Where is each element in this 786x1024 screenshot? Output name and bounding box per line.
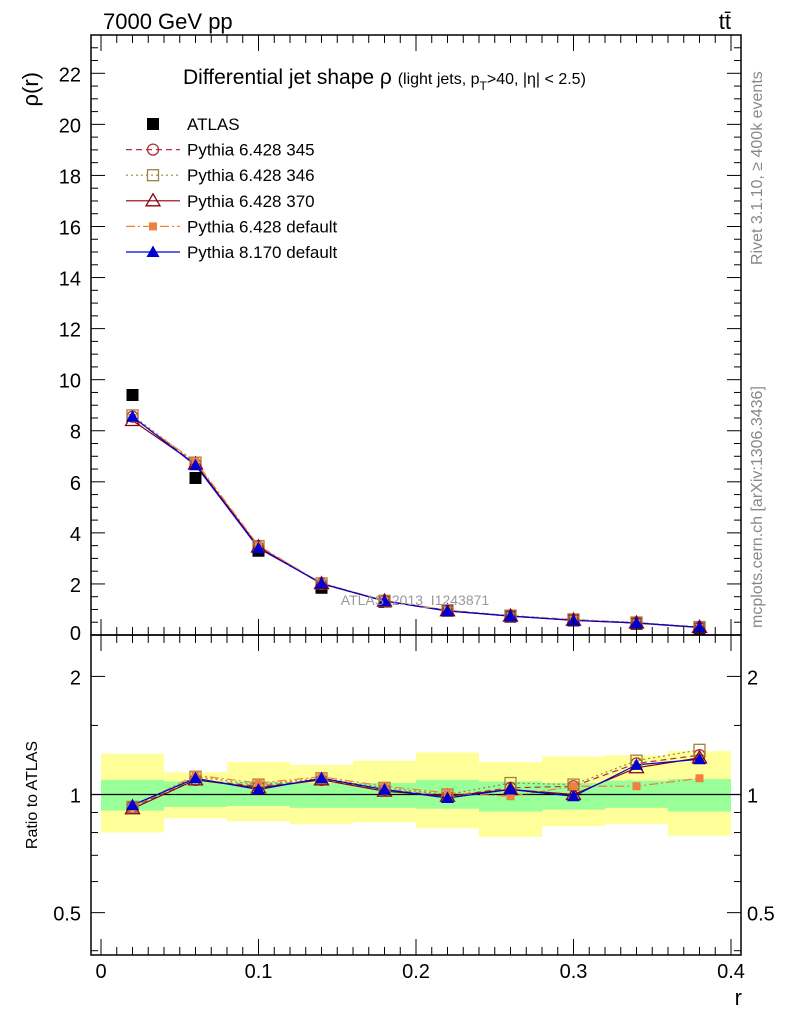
legend-marker-p6def [149,222,157,231]
legend-marker-p8def [146,245,160,257]
legend-marker-p345 [146,143,160,156]
ratio-panel: 0.5 0.51 12 2 0 0.1 0.2 0.3 0.4 Ratio to ATLAS … [24,35,775,1010]
ratio-point-p8def [252,782,265,795]
ratio-band-inner [290,782,353,808]
ratio-point-p6def [506,792,515,801]
legend-label-p345: Pythia 6.428 345 [187,141,315,160]
main-y-tick-label: 8 [70,422,81,444]
chart-title: Differential jet shape ρ (light jets, pT… [183,66,586,93]
legend-label-p346: Pythia 6.428 346 [187,166,315,185]
ratio-point-p8def [441,791,454,803]
ratio-y-tick-label: 1 [70,786,81,808]
main-point-p8def [126,410,139,422]
ratio-y-tick-label: 0.5 [53,904,81,926]
main-point-p8def [252,541,265,554]
ratio-point-p8def [567,789,580,802]
legend-label-p370: Pythia 6.428 370 [187,192,315,211]
main-point-p8def [189,458,202,471]
ratio-line-p6def [132,774,700,808]
x-tick-label: 0.2 [402,961,430,983]
ratio-point-p8def [189,771,202,784]
watermark: ATLAS_2013_I1243871 [341,592,490,608]
main-point-p8def [504,609,517,622]
ratio-point-p6def [695,774,704,783]
ratio-y-tick-label: 2 [70,667,81,689]
main-point-p8def [630,616,643,628]
main-point-p8def [315,576,328,589]
ratio-y-tick-label-right: 0.5 [747,904,775,926]
ratio-point-p6def [569,782,578,791]
ratio-y-label: Ratio to ATLAS [24,741,41,849]
title-sub-pre: (light jets, p [398,71,480,88]
x-tick-label: 0.4 [717,961,745,983]
title-sub-post: >40, |η| < 2.5) [487,71,586,88]
legend-marker-data [147,118,159,130]
header-left: 7000 GeV pp [103,9,233,34]
main-point-p8def [378,594,391,607]
ratio-point-p8def [693,752,706,765]
main-y-tick-label: 16 [59,217,81,239]
main-y-tick-label: 14 [59,269,81,291]
ratio-line-p346 [132,749,700,808]
main-y-tick-label: 4 [70,524,81,546]
legend-marker-p346 [146,169,160,182]
main-point-data [126,389,139,401]
rivet-label: Rivet 3.1.10, ≥ 400k events [749,71,766,265]
legend-label-data: ATLAS [187,115,240,134]
ratio-y-tick-label-right: 2 [747,667,758,689]
main-y-tick-label: 12 [59,320,81,342]
ratio-point-p8def [378,782,391,795]
legend-label-p6def: Pythia 6.428 default [187,217,338,236]
main-y-tick-label: 20 [59,115,81,137]
ratio-band-inner [668,779,731,812]
title-sub-T: T [480,79,488,93]
main-y-label: ρ(r) [18,72,43,107]
x-tick-label: 0 [95,961,106,983]
ratio-plot-area [91,743,741,837]
ratio-point-p8def [315,771,328,784]
ratio-point-p8def [630,758,643,770]
main-line-p6def [132,417,700,629]
ratio-point-p6def [632,782,641,791]
legend-marker-p370 [144,192,162,207]
main-point-p8def [441,604,454,616]
svg-text:Differential jet shape ρ: Differential jet shape ρ (light jets, pT… [183,66,586,93]
ratio-y-tick-label-right: 1 [747,786,758,808]
main-panel: 0 2 4 6 8 10 12 14 16 18 20 22 ρ(r) ATLAS_2013_I124… [18,34,742,645]
mcplots-label: mcplots.cern.ch [arXiv:1306.3436] [749,386,766,628]
main-y-tick-label: 0 [70,623,81,645]
main-y-tick-label: 22 [59,64,81,86]
x-tick-label: 0.1 [245,961,273,983]
header-right: tt̄ [719,9,731,34]
main-line-p346 [132,414,700,628]
legend-label-p8def: Pythia 8.170 default [187,243,338,262]
title-main: Differential jet shape ρ [183,66,392,89]
main-y-tick-label: 10 [59,371,81,393]
x-axis: 0 0.1 0.2 0.3 0.4 [95,35,745,983]
main-y-tick-label: 2 [70,575,81,597]
ratio-y-axis: 0.5 0.5 1 1 2 2 [53,667,775,952]
ratio-point-p8def [504,782,517,795]
legend: ATLAS Pythia 6.428 345 Pythia 6.428 346 Pyt… [126,115,338,262]
main-y-axis: 0 2 4 6 8 10 12 14 16 18 20 22 [59,34,741,645]
ratio-line-p8def [132,758,700,806]
main-line-p8def [132,416,700,628]
x-tick-label: 0.3 [560,961,588,983]
ratio-point-p8def [126,798,139,811]
main-y-tick-label: 6 [70,473,81,495]
main-point-p8def [693,620,706,633]
main-y-tick-label: 18 [59,166,81,188]
x-axis-label: r [735,985,742,1010]
ratio-line-p345 [132,754,700,808]
main-point-data [189,471,202,484]
